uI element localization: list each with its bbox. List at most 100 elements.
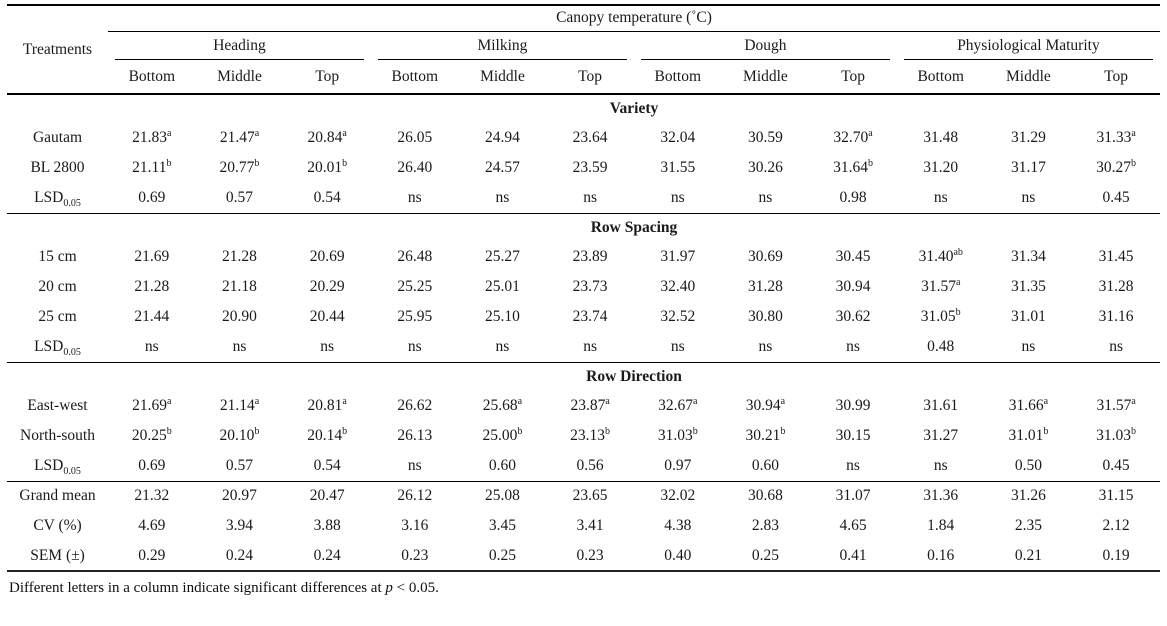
table-cell: 21.28 (134, 278, 170, 295)
table-cell: 31.28 (1098, 278, 1134, 295)
table-cell: 0.19 (1072, 541, 1160, 572)
table-cell: 0.45 (1072, 451, 1160, 482)
group-header-dough-label: Dough (640, 35, 890, 60)
table-cell: ns (458, 332, 547, 363)
row-label: LSD0.05 (7, 332, 108, 363)
table-cell: 30.15 (835, 427, 871, 444)
table-row: 15 cm 21.69 21.28 20.69 26.48 25.27 23.89 31.97… (7, 242, 1160, 272)
table-cell: 4.38 (664, 517, 692, 534)
table-cell: 0.50 (984, 451, 1073, 482)
table-cell: 32.40 (660, 278, 696, 295)
table-cell: ns (370, 183, 459, 214)
table-cell: 31.05b (920, 306, 961, 325)
table-cell: 4.65 (839, 517, 867, 534)
table-cell: 20.29 (309, 278, 345, 295)
group-header-physiological-maturity-label: Physiological Maturity (903, 35, 1153, 60)
sub-header-top: Top (1072, 60, 1160, 95)
significance-letter: b (955, 306, 961, 318)
table-cell: 26.12 (397, 487, 433, 505)
table-cell: 25.95 (397, 308, 433, 325)
table-cell: 23.74 (572, 308, 608, 325)
table-cell: ns (370, 451, 459, 482)
table-cell: 26.62 (397, 397, 433, 414)
table-cell: 26.48 (397, 248, 433, 265)
table-row: CV (%) 4.69 3.94 3.88 3.16 3.45 3.41 4.38 2.83 4.… (7, 511, 1160, 541)
table-cell: 30.21b (745, 425, 786, 444)
table-cell: 24.57 (485, 159, 520, 176)
table-cell: 20.90 (222, 308, 257, 325)
table-cell: 31.20 (923, 159, 959, 176)
table-cell: 0.69 (108, 451, 196, 482)
table-cell: 2.12 (1102, 517, 1130, 534)
table-cell: 26.13 (397, 427, 433, 444)
table-cell: 31.29 (1010, 129, 1046, 146)
section-heading-spacer (7, 362, 108, 391)
section-heading: Variety (609, 100, 659, 117)
table-row: North-south 20.25b 20.10b 20.14b 26.13 25.00b… (7, 421, 1160, 451)
sub-header-middle: Middle (195, 60, 284, 95)
table-row: LSD0.05 0.69 0.57 0.54 ns 0.60 0.56 0.97 0.60 ns n… (7, 451, 1160, 482)
table-cell: 0.29 (108, 541, 196, 572)
table-cell: 0.24 (195, 541, 284, 572)
row-label: SEM (±) (7, 541, 108, 572)
row-label: North-south (20, 427, 95, 444)
group-header-heading: Heading (108, 31, 371, 60)
table-cell: 21.47a (219, 127, 260, 146)
table-row: Grand mean 21.32 20.97 20.47 26.12 25.08 23.65… (7, 481, 1160, 511)
table-cell: 31.01b (1008, 425, 1049, 444)
section-heading-spacer (7, 94, 108, 123)
sub-header-bottom: Bottom (633, 60, 722, 95)
table-cell: ns (546, 332, 634, 363)
table-footnote: Different letters in a column indicate s… (7, 580, 1160, 597)
sub-header-bottom: Bottom (370, 60, 459, 95)
row-label: 20 cm (38, 278, 77, 295)
table-cell: 25.25 (397, 278, 433, 295)
canopy-temperature-table: Treatments Canopy temperature (˚C) Headi… (7, 4, 1160, 572)
table-cell: 0.48 (896, 332, 985, 363)
significance-letter: b (517, 425, 523, 437)
sub-header-bottom: Bottom (108, 60, 196, 95)
significance-letter: a (955, 276, 961, 288)
significance-letter: a (342, 127, 347, 139)
significance-letter: b (692, 425, 698, 437)
table-cell: 23.65 (572, 487, 608, 505)
table-row: BL 2800 21.11b 20.77b 20.01b 26.40 24.57 23.59… (7, 153, 1160, 183)
table-cell: 0.97 (633, 451, 722, 482)
table-cell: 32.67a (658, 395, 698, 414)
table-cell: 31.33a (1096, 127, 1136, 146)
table-row: LSD0.05 ns ns ns ns ns ns ns ns ns 0.48 ns ns (7, 332, 1160, 363)
table-cell: 31.66a (1008, 395, 1049, 414)
table-cell: 30.68 (747, 487, 783, 505)
significance-letter: b (254, 425, 260, 437)
table-cell: 31.27 (923, 427, 959, 444)
section-heading: Row Spacing (590, 218, 678, 236)
table-cell: 21.28 (222, 248, 257, 265)
table-cell: 20.44 (309, 308, 345, 325)
table-cell: 23.64 (572, 129, 608, 146)
table-cell: 0.60 (721, 451, 810, 482)
table-cell: 0.54 (283, 451, 371, 482)
table-cell: 31.57a (1096, 395, 1136, 414)
table-cell: 0.25 (721, 541, 810, 572)
table-cell: 25.27 (485, 248, 520, 265)
significance-letter: b (605, 425, 611, 437)
significance-letter: a (1131, 395, 1136, 407)
sub-header-middle: Middle (458, 60, 547, 95)
significance-letter: a (517, 395, 523, 407)
significance-letter: a (1043, 395, 1049, 407)
section-heading-spacer (7, 213, 108, 242)
significance-letter: b (166, 425, 172, 437)
table-cell: 0.54 (283, 183, 371, 214)
table-cell: 23.59 (572, 159, 608, 176)
table-cell: 26.05 (397, 129, 433, 146)
table-cell: 0.21 (984, 541, 1073, 572)
significance-letter: b (254, 157, 260, 169)
table-cell: 26.40 (397, 159, 433, 176)
significance-letter: b (1043, 425, 1049, 437)
table-row: SEM (±) 0.29 0.24 0.24 0.23 0.25 0.23 0.40 0.25 0… (7, 541, 1160, 572)
table-cell: 30.62 (835, 308, 871, 325)
table-cell: 20.69 (309, 248, 345, 265)
table-cell: 30.69 (747, 248, 783, 265)
header-row-positions: Bottom Middle Top Bottom Middle Top Bott… (7, 60, 1160, 95)
table-cell: 20.14b (307, 425, 348, 444)
